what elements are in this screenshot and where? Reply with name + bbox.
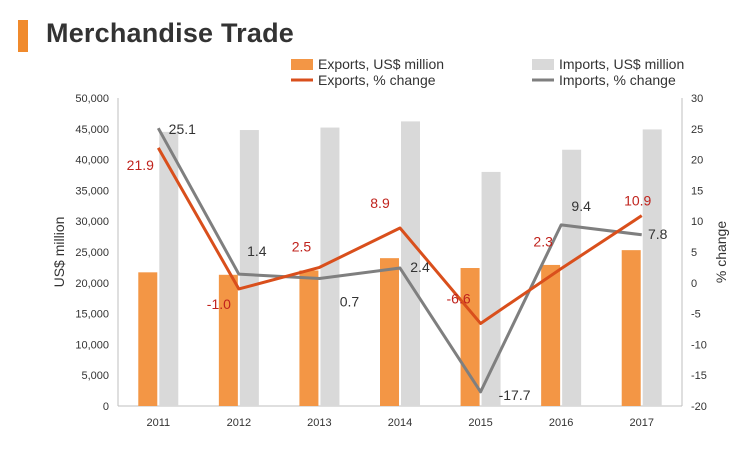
imports-bar	[239, 130, 259, 407]
y2-tick-label: 5	[691, 247, 697, 259]
exports-bar	[541, 264, 561, 406]
legend-imports-bar-swatch	[532, 59, 554, 70]
imports-pct-data-label: 7.8	[648, 226, 668, 242]
legend-exports-bar-swatch	[291, 59, 313, 70]
exports-pct-data-label: 8.9	[370, 195, 390, 211]
y-tick-label: 35,000	[75, 185, 109, 197]
y2-tick-label: 10	[691, 216, 703, 228]
page-title: Merchandise Trade	[46, 18, 294, 48]
legend-imports-line-label: Imports, % change	[559, 72, 676, 88]
exports-pct-data-label: -6.6	[447, 290, 471, 306]
imports-bar	[159, 131, 179, 406]
exports-pct-data-label: -1.0	[207, 296, 231, 312]
y2-tick-label: 15	[691, 185, 703, 197]
imports-pct-data-label: 25.1	[169, 121, 196, 137]
y-tick-label: 5,000	[81, 370, 109, 382]
exports-pct-change-line	[156, 147, 643, 325]
y-tick-label: 25,000	[75, 247, 109, 259]
title-accent-bar	[18, 20, 28, 52]
exports-pct-data-label: 2.3	[533, 234, 553, 250]
x-tick-label: 2017	[629, 417, 653, 429]
y-tick-label: 0	[103, 401, 109, 413]
x-tick-label: 2016	[549, 417, 573, 429]
legend-exports-line-label: Exports, % change	[318, 72, 436, 88]
legend-exports-bar-label: Exports, US$ million	[318, 56, 444, 72]
imports-bar	[401, 121, 420, 407]
y2-tick-label: -20	[691, 401, 707, 413]
y-tick-label: 15,000	[75, 309, 109, 321]
exports-pct-data-label: 21.9	[127, 157, 154, 173]
y2-tick-label: -15	[691, 370, 707, 382]
imports-bar	[642, 129, 662, 406]
exports-bar	[138, 272, 158, 406]
imports-pct-data-label: 2.4	[410, 259, 430, 275]
imports-bar	[320, 127, 340, 407]
x-tick-label: 2012	[227, 417, 251, 429]
legend-imports-bar-label: Imports, US$ million	[559, 56, 684, 72]
y2-tick-label: 20	[691, 155, 703, 167]
y-tick-label: 20,000	[75, 278, 109, 290]
imports-pct-data-label: -17.7	[499, 387, 531, 403]
y2-tick-label: 30	[691, 93, 703, 105]
y2-tick-label: -10	[691, 339, 707, 351]
exports-pct-data-label: 2.5	[292, 238, 312, 254]
imports-pct-data-label: 0.7	[340, 293, 360, 309]
y-tick-label: 30,000	[75, 216, 109, 228]
x-tick-label: 2014	[388, 417, 412, 429]
y-tick-label: 50,000	[75, 93, 109, 105]
exports-bar	[218, 274, 238, 406]
imports-pct-data-label: 1.4	[247, 243, 267, 259]
x-tick-label: 2011	[146, 417, 170, 429]
y-tick-label: 45,000	[75, 124, 109, 136]
y-axis-title: US$ million	[51, 217, 67, 288]
imports-bar	[562, 149, 582, 406]
imports-pct-change-line	[156, 127, 642, 394]
y2-axis-title: % change	[713, 221, 729, 283]
x-tick-label: 2013	[307, 417, 331, 429]
x-tick-label: 2015	[468, 417, 492, 429]
y2-tick-label: 0	[691, 278, 697, 290]
y2-tick-label: -5	[691, 309, 701, 321]
imports-pct-data-label: 9.4	[571, 198, 591, 214]
exports-bar	[299, 270, 319, 406]
exports-bar	[380, 258, 399, 406]
exports-pct-data-label: 10.9	[624, 193, 651, 209]
y-tick-label: 10,000	[75, 339, 109, 351]
y-tick-label: 40,000	[75, 155, 109, 167]
exports-bar	[460, 268, 480, 406]
y2-tick-label: 25	[691, 124, 703, 136]
exports-bar	[621, 250, 641, 406]
imports-bar	[481, 171, 501, 406]
